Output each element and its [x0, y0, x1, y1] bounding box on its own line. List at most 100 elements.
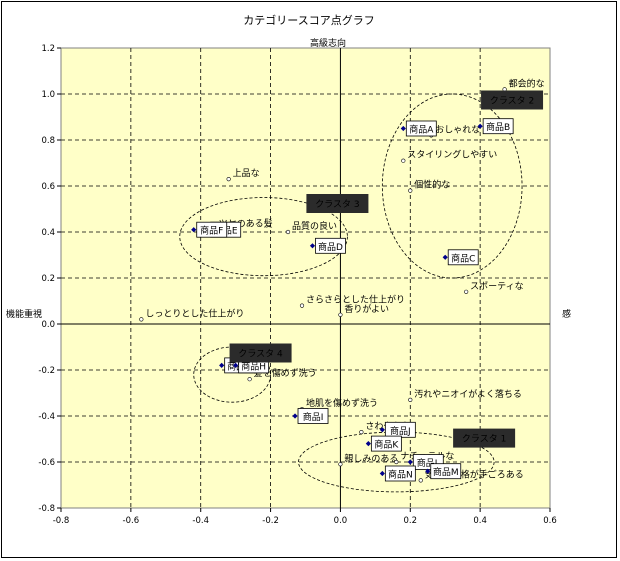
tick-label-y: 0.4: [41, 228, 55, 238]
attribute-point: [401, 158, 406, 163]
cluster-labels: クラスタ 1 クラスタ 2 クラスタ 3 クラスタ 4: [229, 90, 544, 448]
grid-lines: [61, 48, 550, 508]
attribute-label: 親しみのある: [344, 452, 398, 464]
attribute-point: [299, 303, 305, 308]
product-label: 商品N: [388, 469, 413, 481]
product-label: 商品A: [409, 124, 434, 136]
axes: [57, 47, 551, 512]
cluster-ellipse: [179, 197, 348, 277]
chart-title: カテゴリースコア点グラフ: [243, 13, 374, 27]
product-label-box: [405, 120, 437, 137]
product-label: 商品H: [241, 360, 266, 372]
product-label: 商品M: [433, 466, 459, 478]
tick-label-x: 0.6: [543, 516, 557, 526]
cluster-label: クラスタ 2: [490, 96, 534, 107]
tick-label-x: -0.6: [123, 516, 140, 526]
attribute-label: 香りがよい: [344, 303, 389, 315]
attribute-point: [226, 177, 231, 182]
attribute-label: さらさらとした仕上がり: [306, 294, 405, 306]
product-label-box: [447, 249, 479, 266]
tick-label-y: 0.0: [41, 320, 55, 330]
attribute-label: 上品な: [233, 168, 260, 179]
attribute-label: 都会的な: [509, 77, 545, 89]
attribute-point: [464, 289, 469, 294]
axis-label-top: 高級志向: [310, 37, 346, 49]
product-label-box: [430, 463, 462, 480]
attribute-label: 汚れやニオイがよく落ちる: [414, 388, 522, 400]
product-label: 商品B: [486, 121, 510, 133]
tick-label-x: -0.2: [262, 516, 279, 526]
attribute-point: [285, 229, 291, 235]
product-point: [191, 227, 197, 233]
product-point: [233, 362, 239, 368]
cluster-label: クラスタ 3: [315, 199, 359, 210]
cluster-label: クラスタ 1: [462, 434, 506, 445]
tick-label-y: -0.6: [38, 458, 55, 468]
product-point: [219, 362, 225, 368]
tick-labels: -0.8 -0.6 -0.4 -0.2 0.0 0.2 0.4 0.6 1.2 1.0 0.8 0.6…: [38, 44, 556, 526]
attribute-label: 品質の良い: [292, 220, 337, 232]
tick-label-x: -0.8: [53, 516, 70, 526]
product-point: [292, 413, 298, 419]
tick-label-x: 0.2: [404, 516, 418, 526]
tick-label-y: 0.6: [41, 182, 55, 192]
tick-label-y: -0.8: [38, 504, 55, 514]
cluster-label-box: [229, 343, 292, 363]
product-point: [407, 459, 413, 465]
tick-label-x: -0.4: [192, 516, 209, 526]
attribute-point: [394, 459, 399, 465]
product-label: 商品K: [374, 439, 399, 451]
product-point: [400, 125, 406, 132]
attribute-point: [408, 188, 413, 193]
attribute-point: [139, 317, 144, 322]
product-point: [379, 470, 385, 477]
tick-label-y: 0.8: [41, 136, 55, 146]
product-label: 商品I: [303, 411, 324, 423]
attribute-point: [338, 312, 343, 317]
cluster-label-box: [481, 90, 544, 110]
product-label-box: [482, 118, 514, 135]
tick-label-y: 1.2: [41, 44, 55, 54]
product-point: [365, 441, 371, 447]
cluster-ellipse: [381, 93, 523, 279]
attribute-label: 個性的な: [414, 179, 450, 191]
attribute-label: しっとりとした仕上がり: [145, 307, 244, 319]
product-label-box: [196, 221, 228, 238]
cluster-label-box: [306, 194, 369, 213]
attribute-label: スポーティな: [470, 281, 523, 292]
tick-label-x: 0.0: [334, 516, 348, 526]
product-label: 商品C: [451, 252, 475, 264]
attribute-label: スタイリングしやすい: [407, 149, 497, 161]
attribute-label: 髪を傷めず洗う: [254, 367, 317, 379]
cluster-label: クラスタ 4: [238, 349, 283, 360]
attribute-label: おしゃれな: [435, 124, 480, 135]
attribute-point: [247, 377, 252, 382]
tick-label-y: 1.0: [41, 90, 55, 100]
attribute-point: [408, 397, 413, 403]
product-label: 商品D: [318, 241, 343, 253]
product-point: [309, 243, 316, 249]
tick-label-x: 0.4: [473, 516, 487, 526]
product-label-box: [315, 237, 346, 254]
product-point: [442, 254, 448, 260]
attribute-point: [418, 478, 423, 483]
product-label: 商品F: [200, 225, 223, 237]
product-point: [379, 427, 385, 433]
axis-label-right: 感: [562, 308, 571, 320]
attribute-point: [338, 462, 343, 467]
tick-label-y: 0.2: [41, 274, 55, 284]
cluster-label-box: [453, 428, 516, 448]
tick-label-y: -0.2: [38, 366, 55, 376]
attribute-label: 地肌を傷めず洗う: [306, 397, 378, 409]
product-label-box: [297, 408, 329, 424]
axis-label-left: 機能重視: [6, 308, 42, 320]
product-label-box: [384, 465, 416, 482]
product-point: [477, 123, 483, 129]
product-point: [425, 468, 431, 474]
tick-label-y: -0.4: [38, 412, 55, 422]
product-label: 商品J: [390, 425, 411, 437]
product-label-box: [370, 435, 402, 452]
attribute-point: [359, 430, 364, 435]
